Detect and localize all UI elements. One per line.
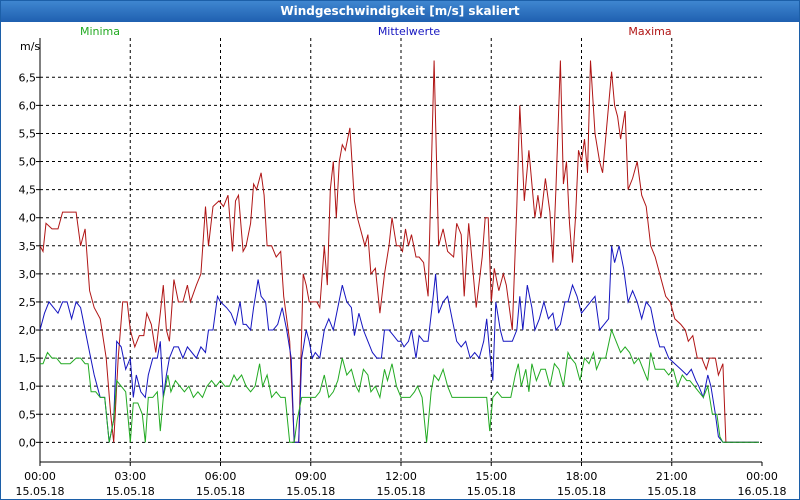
y-tick-label: 6,5 — [19, 71, 37, 84]
chart-title: Windgeschwindigkeit [m/s] skaliert — [1, 1, 799, 22]
y-tick-label: 4,0 — [19, 212, 37, 225]
x-tick-time-label: 18:00 — [566, 470, 598, 483]
series-line-minima — [40, 328, 759, 443]
x-tick-time-label: 12:00 — [385, 470, 417, 483]
x-tick-time-label: 00:00 — [746, 470, 778, 483]
x-tick-time-label: 09:00 — [295, 470, 327, 483]
y-tick-label: 2,5 — [19, 296, 37, 309]
y-tick-label: 4,5 — [19, 184, 37, 197]
series-line-mittelwerte — [39, 245, 759, 443]
series-line-maxima — [39, 60, 759, 443]
x-tick-date-label: 15.05.18 — [196, 485, 245, 498]
y-tick-label: 1,0 — [19, 380, 37, 393]
x-tick-date-label: 15.05.18 — [557, 485, 606, 498]
x-tick-date-label: 15.05.18 — [377, 485, 426, 498]
y-tick-label: 6,0 — [19, 99, 37, 112]
x-tick-date-label: 15.05.18 — [647, 485, 696, 498]
x-tick-time-label: 15:00 — [475, 470, 507, 483]
y-tick-label: 5,5 — [19, 127, 37, 140]
x-tick-date-label: 16.05.18 — [738, 485, 787, 498]
x-tick-time-label: 03:00 — [114, 470, 146, 483]
x-tick-time-label: 21:00 — [656, 470, 688, 483]
x-tick-time-label: 00:00 — [24, 470, 56, 483]
y-tick-label: 1,5 — [19, 352, 37, 365]
legend-minima: Minima — [80, 25, 120, 38]
y-tick-label: 0,5 — [19, 408, 37, 421]
x-tick-time-label: 06:00 — [205, 470, 237, 483]
y-tick-label: 3,0 — [19, 268, 37, 281]
x-tick-date-label: 15.05.18 — [286, 485, 335, 498]
x-tick-date-label: 15.05.18 — [16, 485, 65, 498]
y-tick-label: 0,0 — [19, 436, 37, 449]
legend-maxima: Maxima — [628, 25, 671, 38]
y-tick-label: 2,0 — [19, 324, 37, 337]
y-axis-unit-label: m/s — [20, 40, 40, 53]
y-tick-label: 5,0 — [19, 156, 37, 169]
x-tick-date-label: 15.05.18 — [106, 485, 155, 498]
x-tick-date-label: 15.05.18 — [467, 485, 516, 498]
legend-mittelwerte: Mittelwerte — [378, 25, 441, 38]
y-tick-label: 3,5 — [19, 240, 37, 253]
